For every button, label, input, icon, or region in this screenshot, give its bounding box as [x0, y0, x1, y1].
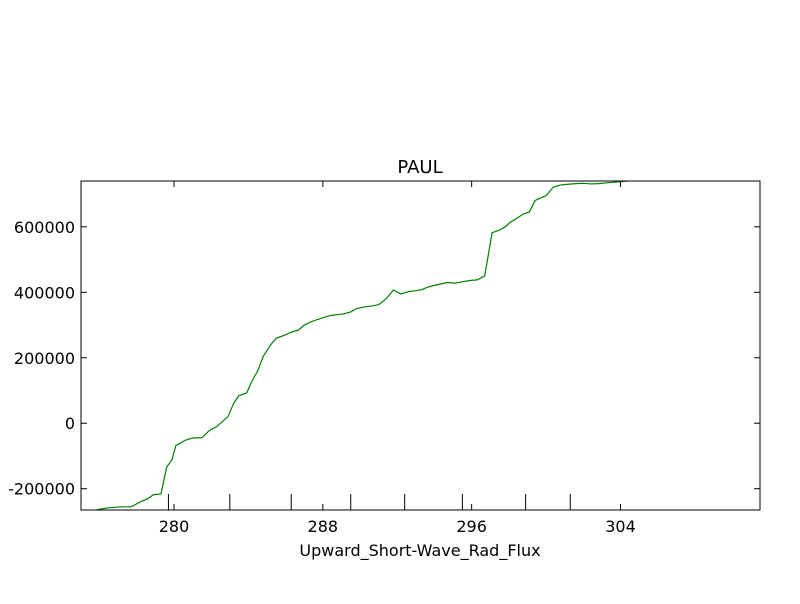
x-axis-label: Upward_Short-Wave_Rad_Flux: [299, 541, 540, 561]
y-tick-label: -200000: [8, 480, 75, 499]
y-tick-label: 0: [65, 414, 75, 433]
x-tick-label: 280: [159, 517, 190, 536]
y-tick-label: 400000: [14, 283, 75, 302]
series-line-0: [95, 181, 632, 510]
y-tick-label: 600000: [14, 218, 75, 237]
plot-area: [95, 181, 632, 510]
x-tick-label: 288: [308, 517, 339, 536]
plot-frame: [80, 180, 761, 511]
x-tick-label: 296: [456, 517, 487, 536]
x-tick-label: 304: [605, 517, 636, 536]
y-tick-label: 200000: [14, 349, 75, 368]
chart-title: PAUL: [397, 157, 442, 178]
y-axis: -200000 0 200000 400000 600000: [8, 218, 760, 499]
x-axis: 280 288 296 304: [159, 181, 636, 536]
